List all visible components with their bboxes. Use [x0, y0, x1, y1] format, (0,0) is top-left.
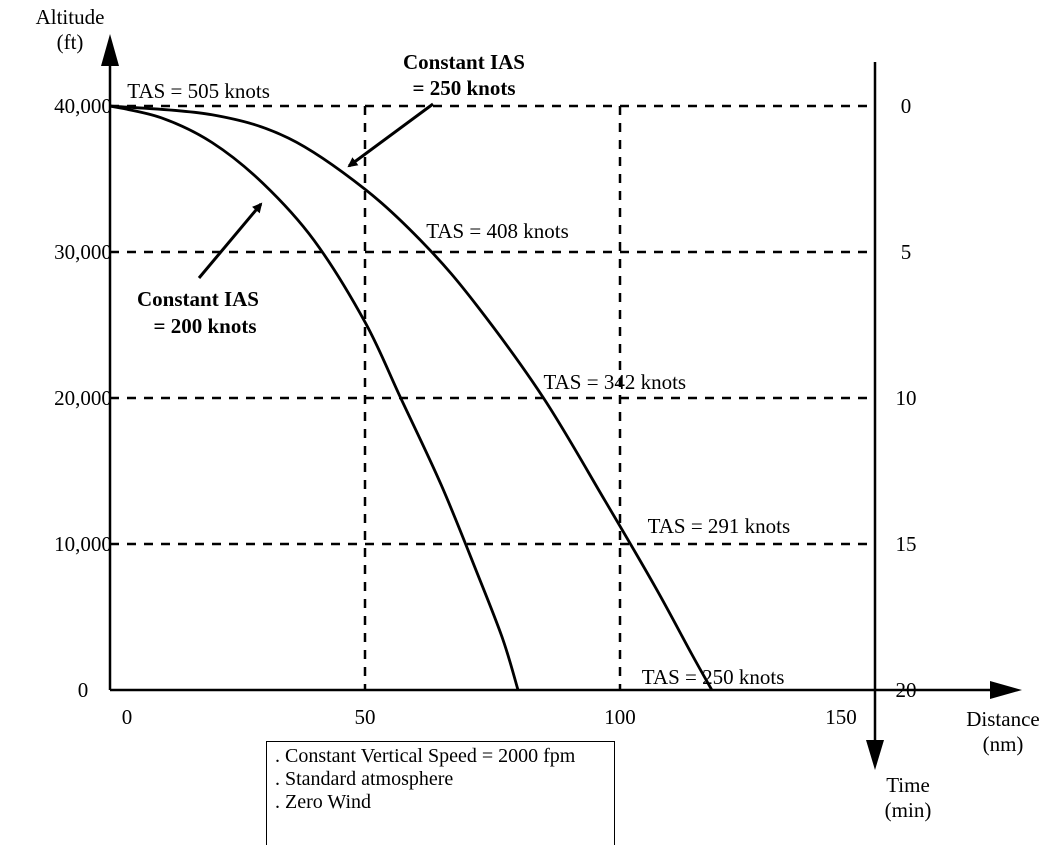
x-tick-label: 50 — [355, 705, 376, 729]
x-tick-labels: 0 50 100 150 — [122, 705, 857, 729]
note-vertical-speed: . Constant Vertical Speed = 2000 fpm — [275, 745, 576, 767]
y-axis-title-line2: (ft) — [57, 30, 84, 54]
y-tick-label: 10,000 — [54, 532, 112, 556]
y-axis-arrowhead — [101, 34, 119, 66]
tas-annotation: TAS = 505 knots — [127, 79, 270, 103]
time-axis-arrowhead — [866, 740, 884, 770]
y-tick-label: 0 — [78, 678, 89, 702]
x-tick-label: 0 — [122, 705, 133, 729]
tas-annotation: TAS = 291 knots — [648, 514, 791, 538]
y-tick-labels: 0 10,000 20,000 30,000 40,000 — [54, 94, 112, 702]
callout-250-line2: = 250 knots — [413, 76, 516, 100]
time-tick-labels: 0 5 10 15 20 — [896, 94, 917, 702]
series-curves — [109, 104, 714, 691]
time-tick-label: 5 — [901, 240, 912, 264]
y-axis-title-line1: Altitude — [36, 5, 105, 29]
note-zero-wind: . Zero Wind — [275, 791, 372, 813]
time-axis-title-line2: (min) — [885, 798, 932, 822]
callout-200-line2: = 200 knots — [154, 314, 257, 338]
x-axis-title-line2: (nm) — [983, 732, 1024, 756]
y-tick-label: 30,000 — [54, 240, 112, 264]
time-axis-title-line1: Time — [886, 773, 930, 797]
curve-constant-ias-200 — [109, 104, 520, 691]
x-tick-label: 100 — [604, 705, 636, 729]
conditions-notes-box: . Constant Vertical Speed = 2000 fpm . S… — [266, 741, 615, 845]
x-axis-title-line1: Distance — [966, 707, 1039, 731]
grid-layer — [110, 104, 875, 690]
time-tick-label: 0 — [901, 94, 912, 118]
x-tick-label: 150 — [825, 705, 857, 729]
callout-250-line1: Constant IAS — [403, 50, 525, 74]
y-tick-label: 20,000 — [54, 386, 112, 410]
callout-250-arrow — [347, 102, 434, 168]
callout-200-arrow — [197, 202, 263, 279]
time-tick-label: 15 — [896, 532, 917, 556]
tas-annotations: TAS = 505 knots TAS = 408 knots TAS = 342 … — [127, 79, 790, 689]
time-tick-label: 10 — [896, 386, 917, 410]
tas-annotation: TAS = 342 knots — [544, 370, 687, 394]
note-standard-atmosphere: . Standard atmosphere — [275, 768, 454, 790]
x-axis-arrowhead — [990, 681, 1022, 699]
callout-200-line1: Constant IAS — [137, 287, 259, 311]
time-tick-label: 20 — [896, 678, 917, 702]
tas-annotation: TAS = 408 knots — [426, 219, 569, 243]
y-tick-label: 40,000 — [54, 94, 112, 118]
tas-annotation: TAS = 250 knots — [642, 665, 785, 689]
curve-constant-ias-250 — [109, 104, 714, 691]
